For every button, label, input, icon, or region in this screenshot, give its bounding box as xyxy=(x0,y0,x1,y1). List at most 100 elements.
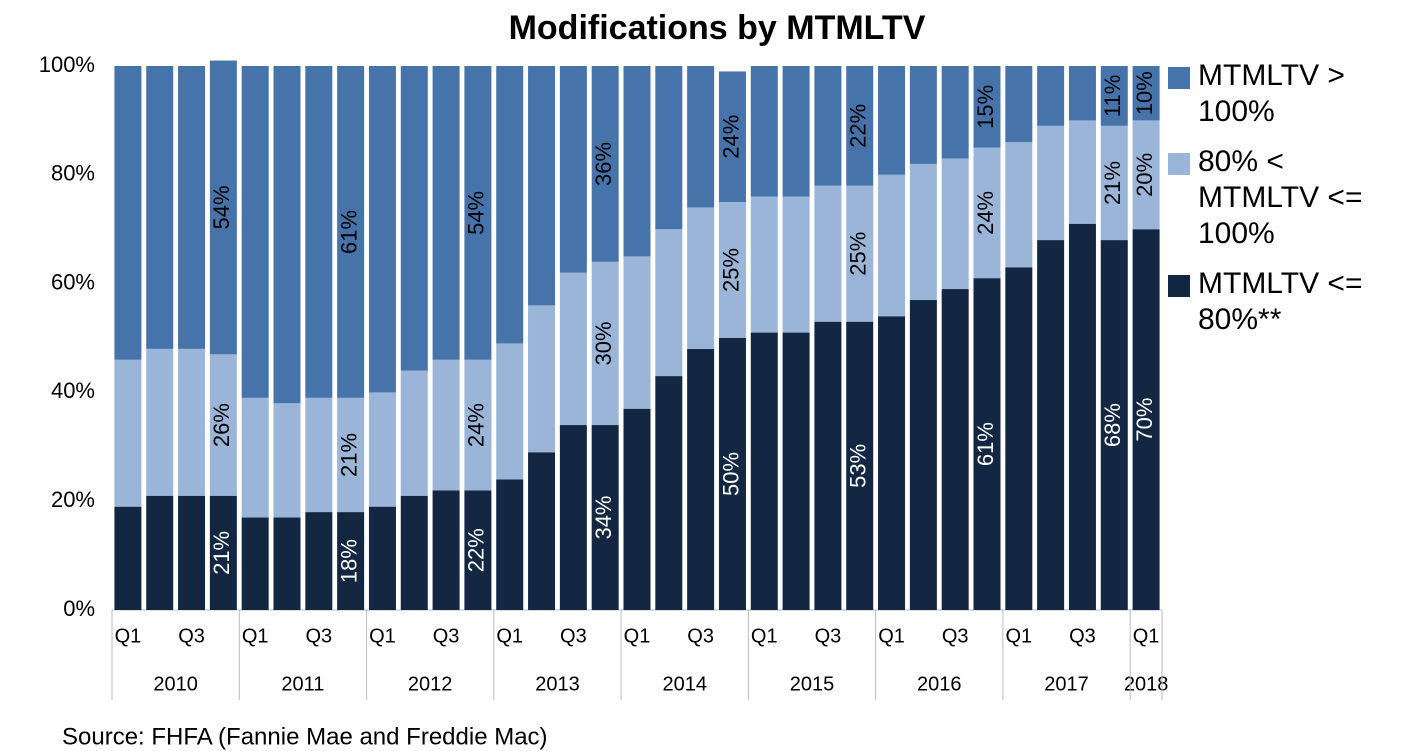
bar-segment xyxy=(559,425,587,610)
bar-segment xyxy=(750,66,778,197)
data-label: 70% xyxy=(1132,398,1157,442)
bar-segment xyxy=(750,196,778,333)
bar-segment xyxy=(591,261,619,426)
bar-segment xyxy=(1037,240,1065,610)
data-label: 25% xyxy=(846,232,871,276)
y-tick-label: 20% xyxy=(51,487,95,512)
legend: MTMLTV > 100% 80% < MTMLTV <= 100% MTMLTV … xyxy=(1168,58,1403,352)
bar-segment xyxy=(973,66,1001,148)
bar-segment xyxy=(718,71,746,202)
data-label: 22% xyxy=(846,104,871,148)
bar-segment xyxy=(209,60,237,355)
x-group-label: 2013 xyxy=(535,673,580,695)
data-label: 15% xyxy=(973,85,998,129)
bar-segment xyxy=(941,289,969,610)
data-label: 10% xyxy=(1132,71,1157,115)
bar-segment xyxy=(273,517,301,610)
bar-segment xyxy=(750,332,778,610)
bar-segment xyxy=(655,229,683,377)
y-tick-label: 80% xyxy=(51,161,95,186)
x-tick-label: Q1 xyxy=(878,625,905,647)
bar-segment xyxy=(464,359,492,491)
data-label: 20% xyxy=(1132,153,1157,197)
bar-segment xyxy=(432,359,460,491)
bar-segment xyxy=(432,490,460,610)
bar-segment xyxy=(1005,66,1033,143)
x-tick-label: Q1 xyxy=(1133,625,1160,647)
x-tick-label: Q1 xyxy=(751,625,778,647)
bar-segment xyxy=(305,512,333,610)
bar-segment xyxy=(846,185,874,322)
data-label: 61% xyxy=(336,210,361,254)
bar-segment xyxy=(305,66,333,398)
bar-segment xyxy=(1037,125,1065,241)
bar-segment xyxy=(464,66,492,360)
data-label: 11% xyxy=(1100,75,1125,117)
x-group-label: 2017 xyxy=(1044,673,1089,695)
y-tick-label: 0% xyxy=(63,596,95,621)
bar-segment xyxy=(241,397,269,518)
bar-segment xyxy=(655,376,683,610)
bar-segment xyxy=(1005,142,1033,268)
bar-segment xyxy=(146,495,174,610)
bar-segment xyxy=(782,66,810,197)
x-tick-label: Q1 xyxy=(624,625,651,647)
x-group-label: 2012 xyxy=(408,673,453,695)
legend-swatch xyxy=(1168,67,1190,89)
bar-segment xyxy=(1068,120,1096,224)
legend-label: 80% < MTMLTV <= 100% xyxy=(1198,145,1363,250)
x-tick-label: Q1 xyxy=(496,625,523,647)
bar-segment xyxy=(718,202,746,338)
bar-segment xyxy=(368,66,396,393)
bar-segment xyxy=(273,66,301,404)
bar-segment xyxy=(559,66,587,273)
legend-label: MTMLTV > 100% xyxy=(1198,59,1345,128)
bar-segment xyxy=(146,348,174,496)
y-tick-label: 100% xyxy=(39,52,95,77)
data-label: 24% xyxy=(464,403,489,447)
bar-segment xyxy=(1132,120,1160,230)
bar-segment xyxy=(973,278,1001,610)
data-label: 26% xyxy=(209,403,234,447)
legend-item: MTMLTV > 100% xyxy=(1168,58,1373,130)
bar-segment xyxy=(718,338,746,610)
bar-segment xyxy=(782,332,810,610)
legend-item: 80% < MTMLTV <= 100% xyxy=(1168,144,1373,252)
data-label: 68% xyxy=(1100,403,1125,447)
bar-segment xyxy=(209,354,237,496)
x-tick-label: Q1 xyxy=(369,625,396,647)
data-label: 54% xyxy=(464,191,489,235)
x-group-label: 2010 xyxy=(153,673,198,695)
bar-segment xyxy=(496,343,524,480)
bar-segment xyxy=(400,370,428,496)
bar-segment xyxy=(1037,66,1065,126)
bar-segment xyxy=(368,392,396,507)
bar-segment xyxy=(687,66,715,208)
bar-segment xyxy=(114,359,142,507)
bar-segment xyxy=(941,66,969,159)
bar-segment xyxy=(337,66,365,398)
bar-segment xyxy=(1132,66,1160,121)
legend-item: MTMLTV <= 80%** xyxy=(1168,266,1373,338)
bar-segment xyxy=(814,66,842,186)
data-label: 24% xyxy=(718,115,743,159)
x-tick-label: Q3 xyxy=(1069,625,1096,647)
bar-segment xyxy=(178,348,206,496)
x-group-label: 2015 xyxy=(790,673,835,695)
bar-segment xyxy=(1100,240,1128,610)
legend-swatch xyxy=(1168,153,1190,175)
bar-segment xyxy=(591,425,619,610)
bar-segment xyxy=(241,66,269,398)
data-label: 18% xyxy=(336,539,361,583)
bar-segment xyxy=(432,66,460,360)
data-label: 21% xyxy=(336,433,361,477)
x-tick-label: Q3 xyxy=(178,625,205,647)
bar-segment xyxy=(273,403,301,518)
bar-segment xyxy=(178,66,206,349)
bar-segment xyxy=(178,495,206,610)
data-label: 21% xyxy=(1100,161,1125,205)
x-group-label: 2018 xyxy=(1124,673,1169,695)
data-label: 22% xyxy=(464,528,489,572)
bar-segment xyxy=(655,66,683,230)
bar-segment xyxy=(782,196,810,333)
